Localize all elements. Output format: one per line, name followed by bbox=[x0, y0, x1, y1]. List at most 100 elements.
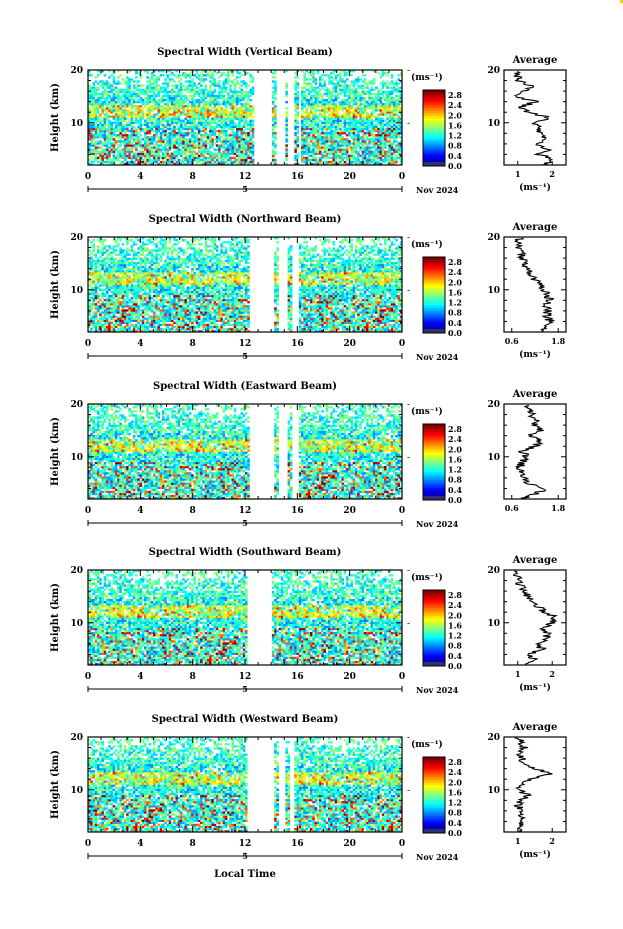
colorbar-segment bbox=[423, 108, 445, 111]
panel-title: Spectral Width (Southward Beam) bbox=[149, 547, 342, 558]
colorbar-segment bbox=[423, 275, 445, 278]
x-tick-label: 20 bbox=[343, 506, 356, 516]
colorbar-segment bbox=[423, 825, 445, 828]
colorbar-tick-label: 0.0 bbox=[448, 161, 462, 171]
x-tick-label: 8 bbox=[190, 339, 196, 349]
y-axis-label: Height (km) bbox=[50, 583, 61, 652]
x-tick-label: 12 bbox=[239, 172, 252, 182]
x-axis-label: Local Time bbox=[214, 869, 276, 880]
x-tick-label: 0 bbox=[399, 172, 405, 182]
colorbar-tick-label: 0.4 bbox=[448, 651, 462, 661]
x-tick-label: 0 bbox=[399, 339, 405, 349]
x-tick-label: 20 bbox=[343, 839, 356, 849]
profile-x-tick-label: 1.8 bbox=[551, 503, 565, 513]
colorbar-tick-label: 2.8 bbox=[448, 424, 462, 434]
colorbar-segment bbox=[423, 131, 445, 134]
colorbar-tick-label: 0.0 bbox=[448, 328, 462, 338]
x-tick-label: 0 bbox=[85, 339, 91, 349]
profile-y-tick-label: 10 bbox=[487, 119, 500, 129]
profile-y-tick-label: 20 bbox=[487, 66, 500, 76]
colorbar-segment bbox=[423, 815, 445, 818]
colorbar-segment bbox=[423, 775, 445, 778]
panel-3: Spectral Width (Eastward Beam)20 -10 -Heig… bbox=[50, 381, 566, 529]
colorbar-tick-label: 0.0 bbox=[448, 828, 462, 838]
colorbar-segment bbox=[423, 103, 445, 106]
colorbar-segment bbox=[423, 146, 445, 149]
colorbar-tick-label: 2.0 bbox=[448, 110, 462, 120]
colorbar-segment bbox=[423, 93, 445, 96]
panel-title: Spectral Width (Vertical Beam) bbox=[157, 47, 333, 58]
colorbar-segment bbox=[423, 651, 445, 654]
x-tick-label: 4 bbox=[137, 506, 143, 516]
colorbar-segment bbox=[423, 113, 445, 116]
colorbar-segment bbox=[423, 610, 445, 613]
colorbar-segment bbox=[423, 480, 445, 483]
colorbar-segment bbox=[423, 628, 445, 631]
colorbar-segment bbox=[423, 115, 445, 118]
x-tick-label: 16 bbox=[291, 506, 304, 516]
colorbar-segment bbox=[423, 310, 445, 313]
colorbar-segment bbox=[423, 636, 445, 639]
colorbar-segment bbox=[423, 603, 445, 606]
colorbar-tick-label: 0.8 bbox=[448, 475, 462, 485]
colorbar-segment bbox=[423, 447, 445, 450]
x-tick-label: 8 bbox=[190, 839, 196, 849]
y-axis-label: Height (km) bbox=[50, 250, 61, 319]
colorbar-segment bbox=[423, 125, 445, 128]
profile-title: Average bbox=[512, 722, 558, 733]
x-tick-label: 12 bbox=[239, 506, 252, 516]
colorbar-segment bbox=[423, 300, 445, 303]
colorbar-segment bbox=[423, 482, 445, 485]
y-tick-label: 10 bbox=[70, 453, 83, 463]
colorbar-tick-label: 0.0 bbox=[448, 495, 462, 505]
colorbar-segment bbox=[423, 153, 445, 156]
y-tick-label: 20 bbox=[70, 66, 83, 76]
colorbar-tick-label: 2.0 bbox=[448, 610, 462, 620]
colorbar-segment bbox=[423, 280, 445, 283]
colorbar-segment bbox=[423, 492, 445, 495]
x-tick-label: 4 bbox=[137, 339, 143, 349]
heatmap-cells bbox=[88, 737, 402, 832]
colorbar-segment bbox=[423, 608, 445, 611]
colorbar-segment bbox=[423, 128, 445, 131]
x-tick-label: 16 bbox=[291, 672, 304, 682]
colorbar-segment bbox=[423, 820, 445, 823]
colorbar-segment bbox=[423, 272, 445, 275]
colorbar-segment bbox=[423, 613, 445, 616]
date-label: Nov 2024 bbox=[416, 352, 459, 362]
x-tick-label: 0 bbox=[85, 506, 91, 516]
date-marker: 5 bbox=[242, 851, 248, 861]
profile-x-tick-label: 2 bbox=[549, 669, 555, 679]
colorbar-segment bbox=[423, 633, 445, 636]
profile-x-tick-label: 0.6 bbox=[505, 503, 519, 513]
colorbar-segment bbox=[423, 138, 445, 141]
colorbar-segment bbox=[423, 813, 445, 816]
colorbar-segment bbox=[423, 477, 445, 480]
colorbar-segment bbox=[423, 442, 445, 445]
profile-x-tick-label: 0.6 bbox=[505, 336, 519, 346]
colorbar-segment bbox=[423, 143, 445, 146]
colorbar-tick-label: 1.2 bbox=[448, 465, 462, 475]
colorbar-bottom-band bbox=[423, 162, 445, 166]
x-tick-label: 0 bbox=[399, 506, 405, 516]
colorbar-segment bbox=[423, 323, 445, 326]
colorbar-segment bbox=[423, 320, 445, 323]
colorbar-segment bbox=[423, 105, 445, 108]
colorbar-tick-label: 0.0 bbox=[448, 661, 462, 671]
colorbar-segment bbox=[423, 285, 445, 288]
colorbar-segment bbox=[423, 151, 445, 154]
colorbar-segment bbox=[423, 625, 445, 628]
colorbar-segment bbox=[423, 767, 445, 770]
colorbar-segment bbox=[423, 100, 445, 103]
colorbar-segment bbox=[423, 277, 445, 280]
colorbar-segment bbox=[423, 133, 445, 136]
colorbar-segment bbox=[423, 653, 445, 656]
y-tick-dash: - bbox=[407, 619, 410, 629]
date-marker: 5 bbox=[242, 518, 248, 528]
colorbar-segment bbox=[423, 467, 445, 470]
colorbar-segment bbox=[423, 459, 445, 462]
colorbar-tick-label: 0.4 bbox=[448, 485, 462, 495]
colorbar-segment bbox=[423, 156, 445, 159]
date-marker: 5 bbox=[242, 184, 248, 194]
profile-y-tick-label: 20 bbox=[487, 233, 500, 243]
